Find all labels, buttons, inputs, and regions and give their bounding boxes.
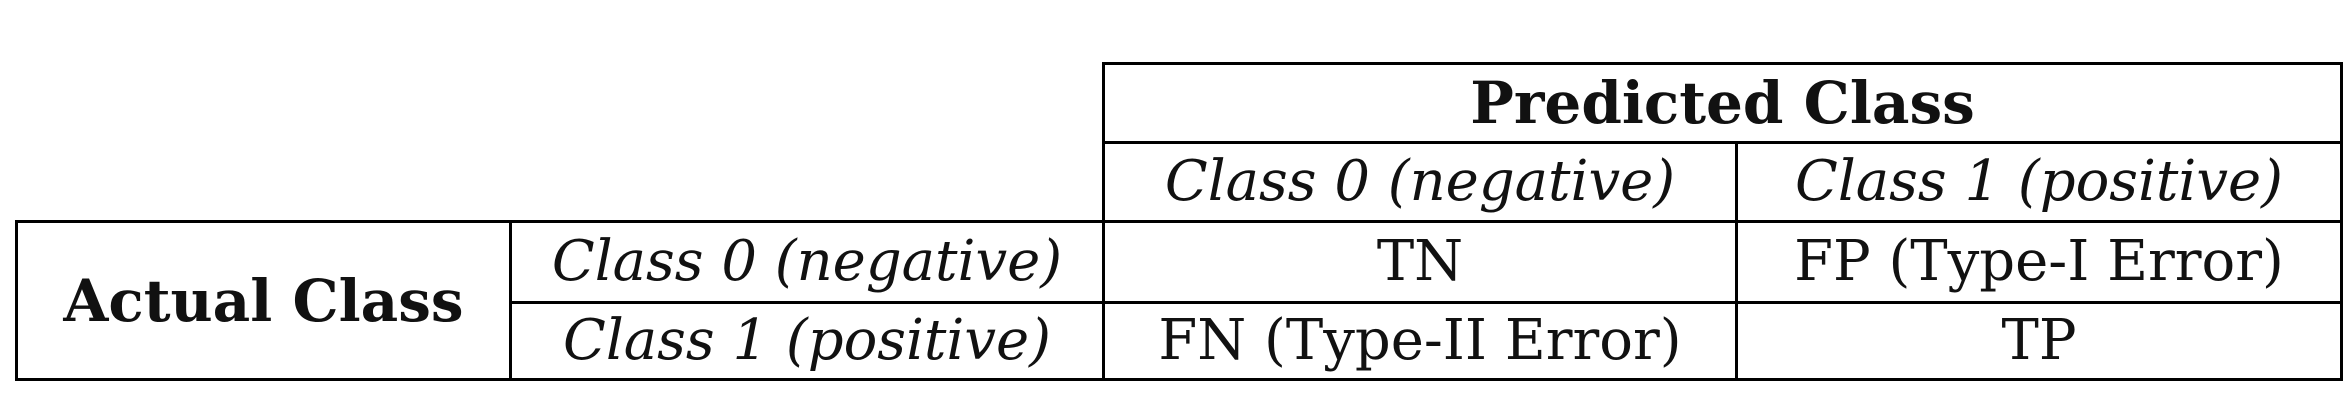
cell-true-negative: TN <box>1376 229 1464 294</box>
column-header-class-1: Class 1 (positive) <box>1795 149 2283 214</box>
predicted-left-border-line <box>1102 62 1105 381</box>
right-border-line <box>2340 62 2343 381</box>
top-border-line <box>1102 62 2343 65</box>
column-separator-line <box>1735 141 1738 381</box>
bottom-border-line <box>15 378 2343 381</box>
predicted-header-divider <box>1102 141 2343 144</box>
cell-false-positive: FP (Type-I Error) <box>1794 229 2284 294</box>
left-border-line <box>15 220 18 381</box>
row-header-class-1: Class 1 (positive) <box>563 308 1051 373</box>
column-header-class-0: Class 0 (negative) <box>1164 149 1676 214</box>
predicted-class-header: Predicted Class <box>1470 69 1975 137</box>
header-row-bottom-line <box>15 220 2343 223</box>
row-divider-line <box>509 301 2343 304</box>
row-header-separator-line <box>509 220 512 381</box>
cell-true-positive: TP <box>2001 308 2077 373</box>
cell-false-negative: FN (Type-II Error) <box>1158 308 1682 373</box>
row-header-class-0: Class 0 (negative) <box>551 229 1063 294</box>
actual-class-header: Actual Class <box>63 266 464 335</box>
